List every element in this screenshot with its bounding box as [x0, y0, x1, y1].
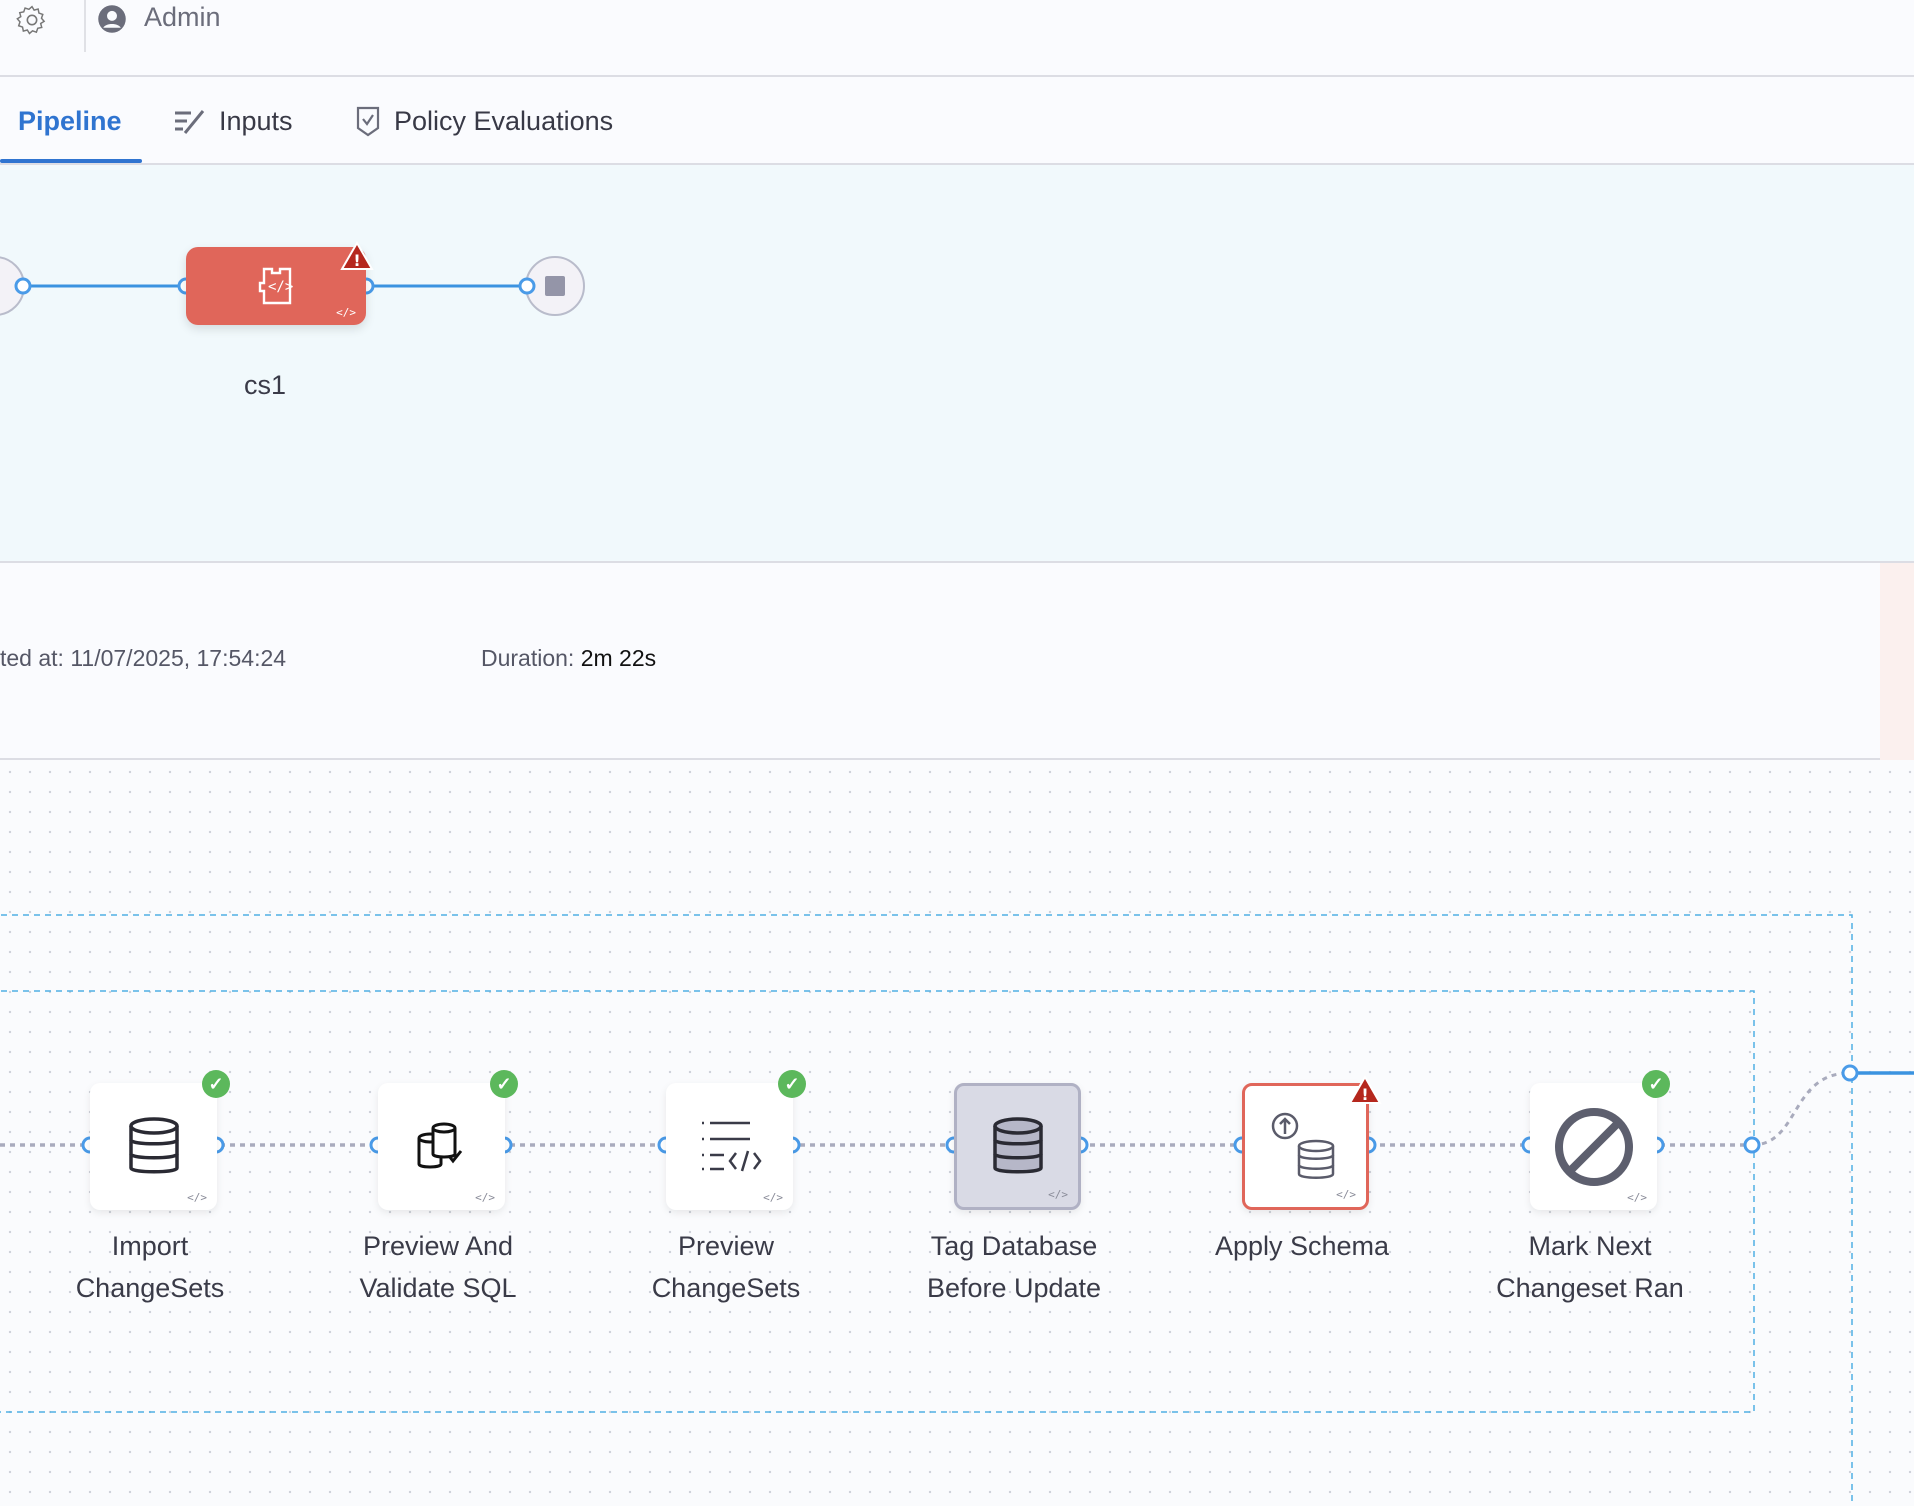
list-code-icon [698, 1119, 762, 1175]
code-icon: </> [763, 1191, 783, 1204]
execution-info [0, 563, 1914, 760]
warning-icon: ! [340, 241, 374, 270]
tab-inputs[interactable]: Inputs [173, 77, 293, 165]
custom-stage-icon: </> [258, 267, 293, 305]
success-check-icon: ✓ [490, 1070, 518, 1098]
step-node[interactable]: </> [666, 1083, 793, 1210]
pipeline-graph: </> </> ! cs1 [0, 165, 1914, 563]
step-label: Apply Schema [1182, 1225, 1422, 1267]
step-node[interactable]: </> [1242, 1083, 1369, 1210]
code-icon: </> [1336, 1188, 1356, 1201]
edit-lines-icon [175, 110, 205, 134]
code-icon: </> [1627, 1191, 1647, 1204]
success-check-icon: ✓ [1642, 1070, 1670, 1098]
step-node[interactable]: </> [90, 1083, 217, 1210]
duration: Duration: 2m 22s [481, 645, 656, 672]
svg-text:!: ! [353, 251, 360, 270]
success-check-icon: ✓ [202, 1070, 230, 1098]
tab-bar: Pipeline Inputs Policy Evaluations [0, 77, 1914, 165]
shield-check-icon [356, 106, 380, 137]
stage-node-cs1[interactable]: </> </> [186, 247, 366, 325]
step-label-line2: ChangeSets [651, 1273, 801, 1303]
ban-icon [1553, 1106, 1635, 1188]
started-at: ted at: 11/07/2025, 17:54:24 [0, 645, 287, 671]
tab-label: Pipeline [18, 105, 122, 136]
svg-text:!: ! [1361, 1085, 1368, 1104]
success-check-icon: ✓ [778, 1070, 806, 1098]
step-label: Preview And Validate SQL [318, 1225, 558, 1309]
active-tab-indicator [0, 159, 142, 163]
gear-icon[interactable] [16, 4, 48, 36]
step-label: Import ChangeSets [30, 1225, 270, 1309]
user-name[interactable]: Admin [144, 2, 221, 32]
inner-group-border [0, 990, 1755, 1413]
divider [84, 0, 86, 52]
step-label-line1: Mark Next [1528, 1231, 1652, 1261]
code-icon: </> [475, 1191, 495, 1204]
database-upload-icon [1269, 1110, 1343, 1184]
step-label-line2: Validate SQL [359, 1273, 517, 1303]
side-panel-edge [1880, 563, 1914, 760]
database-icon [991, 1116, 1045, 1178]
user-avatar-icon[interactable] [97, 4, 127, 34]
tab-pipeline[interactable]: Pipeline [18, 77, 122, 165]
step-label-line1: Import [111, 1231, 189, 1261]
code-icon: </> [187, 1191, 207, 1204]
step-label-line1: Preview And [362, 1231, 514, 1261]
step-label-line2: Changeset Ran [1496, 1273, 1684, 1303]
step-label-line1: Apply Schema [1214, 1231, 1390, 1261]
group-port [1841, 1064, 1859, 1082]
top-bar: Admin [0, 0, 1914, 77]
step-node[interactable]: </> [954, 1083, 1081, 1210]
step-label: Mark Next Changeset Ran [1470, 1225, 1710, 1309]
step-node[interactable]: </> [1530, 1083, 1657, 1210]
duration-label: Duration: [481, 645, 575, 671]
svg-text:</>: </> [268, 279, 293, 295]
step-label: Tag Database Before Update [894, 1225, 1134, 1309]
step-label-line1: Tag Database [930, 1231, 1098, 1261]
outer-group-border [0, 914, 1853, 1506]
code-icon: </> [336, 306, 356, 319]
step-label-line1: Preview [677, 1231, 775, 1261]
step-label: Preview ChangeSets [606, 1225, 846, 1309]
stop-icon [545, 276, 565, 296]
group-port [1743, 1136, 1761, 1154]
duration-value: 2m 22s [580, 645, 657, 671]
step-label-line2: ChangeSets [75, 1273, 225, 1303]
stage-name: cs1 [243, 370, 287, 400]
step-label-line2: Before Update [926, 1273, 1102, 1303]
tab-label: Inputs [219, 105, 293, 136]
code-icon: </> [1048, 1188, 1068, 1201]
warning-icon: ! [1348, 1074, 1382, 1110]
database-icon [127, 1116, 181, 1178]
tab-policy-evaluations[interactable]: Policy Evaluations [354, 77, 613, 165]
database-check-icon [415, 1120, 469, 1174]
step-node[interactable]: </> [378, 1083, 505, 1210]
tab-label: Policy Evaluations [394, 105, 614, 136]
